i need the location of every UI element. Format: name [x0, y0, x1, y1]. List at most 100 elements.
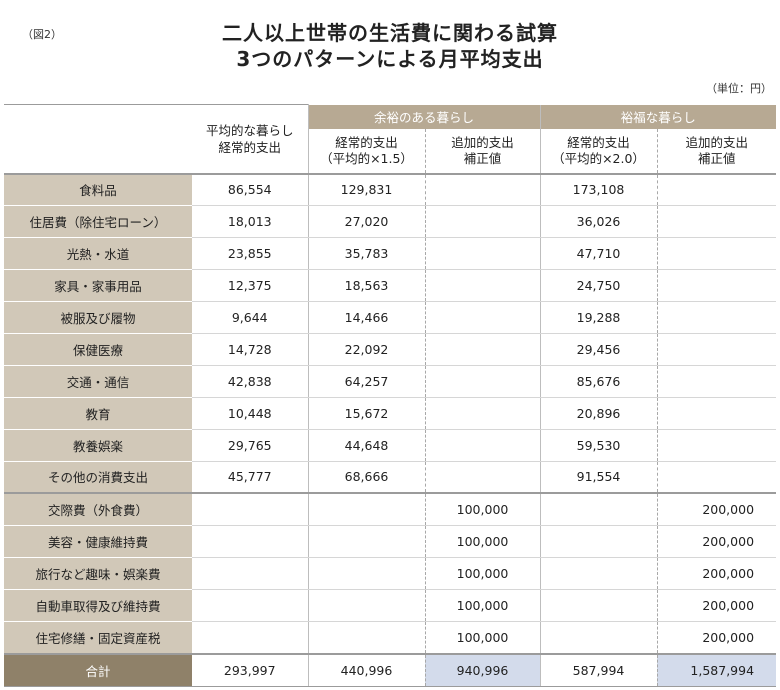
cell-k20: 36,026	[540, 205, 658, 239]
cell-avg: 10,448	[192, 397, 309, 430]
row-label: 光熱・水道	[4, 237, 192, 271]
cell-t2	[657, 397, 777, 430]
total-t2: 1,587,994	[657, 652, 777, 687]
header-tsuika-2-label: 追加的支出 補正値	[685, 134, 749, 166]
cell-avg: 9,644	[192, 301, 309, 334]
header-tsuika-1: 追加的支出 補正値	[425, 128, 541, 175]
cell-t1	[425, 173, 541, 207]
header-average-label: 平均的な暮らし 経常的支出	[205, 122, 294, 155]
cell-t2	[657, 365, 777, 398]
row-label: 美容・健康維持費	[4, 525, 192, 559]
cell-avg	[192, 621, 309, 655]
table-row: 住居費（除住宅ローン） 18,013 27,020 36,026	[4, 205, 777, 239]
cell-avg: 14,728	[192, 333, 309, 366]
cell-t2	[657, 429, 777, 462]
cell-k20: 59,530	[540, 429, 658, 462]
header-keijo-20: 経常的支出 （平均的×2.0）	[540, 128, 658, 175]
table-row: 自動車取得及び維持費 100,000 200,000	[4, 589, 777, 622]
header-keijo-15: 経常的支出 （平均的×1.5）	[308, 128, 426, 175]
cell-t2	[657, 237, 777, 271]
row-label: 旅行など趣味・娯楽費	[4, 557, 192, 591]
cell-t1	[425, 397, 541, 430]
cell-t2: 200,000	[657, 525, 777, 559]
table-row: 被服及び履物 9,644 14,466 19,288	[4, 301, 777, 334]
total-k20: 587,994	[540, 652, 658, 687]
cell-t1	[425, 461, 541, 495]
cell-t1	[425, 205, 541, 239]
cell-t2: 200,000	[657, 589, 777, 622]
cell-k15: 64,257	[308, 365, 426, 398]
cell-k20: 91,554	[540, 461, 658, 495]
table-row: 保健医療 14,728 22,092 29,456	[4, 333, 777, 366]
header-tsuika-2: 追加的支出 補正値	[657, 128, 777, 175]
total-t1: 940,996	[425, 652, 541, 687]
total-avg: 293,997	[192, 652, 309, 687]
cell-k20	[540, 557, 658, 591]
cell-k20: 47,710	[540, 237, 658, 271]
unit-note: （単位：円）	[706, 82, 772, 95]
cell-k15: 68,666	[308, 461, 426, 495]
row-label: 交通・通信	[4, 365, 192, 398]
total-label: 合計	[4, 652, 192, 687]
header-group-yufuku: 裕福な暮らし	[540, 104, 777, 129]
cell-t2: 200,000	[657, 621, 777, 655]
title-line-1: 二人以上世帯の生活費に関わる試算	[222, 21, 558, 45]
cell-k15	[308, 525, 426, 559]
cell-t1	[425, 237, 541, 271]
table-row: 教育 10,448 15,672 20,896	[4, 397, 777, 430]
cell-k20: 29,456	[540, 333, 658, 366]
header-average: 平均的な暮らし 経常的支出	[192, 104, 309, 175]
cell-k20	[540, 525, 658, 559]
cell-avg: 29,765	[192, 429, 309, 462]
cell-k15	[308, 557, 426, 591]
table-row: 住宅修繕・固定資産税 100,000 200,000	[4, 621, 777, 655]
cell-k15: 35,783	[308, 237, 426, 271]
cell-k20	[540, 621, 658, 655]
table-row: その他の消費支出 45,777 68,666 91,554	[4, 461, 777, 495]
row-label: その他の消費支出	[4, 461, 192, 495]
cell-k20: 19,288	[540, 301, 658, 334]
cell-t2	[657, 301, 777, 334]
cell-avg: 23,855	[192, 237, 309, 271]
cell-avg: 45,777	[192, 461, 309, 495]
figure-label: （図2）	[22, 28, 62, 41]
expense-table: 平均的な暮らし 経常的支出 余裕のある暮らし 裕福な暮らし 経常的支出 （平均的…	[4, 104, 777, 687]
cell-t1	[425, 301, 541, 334]
cell-k15	[308, 589, 426, 622]
header-keijo-20-label: 経常的支出 （平均的×2.0）	[552, 134, 645, 166]
cell-k15: 129,831	[308, 173, 426, 207]
cell-k20: 24,750	[540, 269, 658, 303]
row-label: 住居費（除住宅ローン）	[4, 205, 192, 239]
table-row: 交通・通信 42,838 64,257 85,676	[4, 365, 777, 398]
cell-k15: 18,563	[308, 269, 426, 303]
table-row: 旅行など趣味・娯楽費 100,000 200,000	[4, 557, 777, 591]
table-row: 教養娯楽 29,765 44,648 59,530	[4, 429, 777, 462]
row-label: 教養娯楽	[4, 429, 192, 462]
cell-t2	[657, 333, 777, 366]
cell-k15: 22,092	[308, 333, 426, 366]
table-row: 光熱・水道 23,855 35,783 47,710	[4, 237, 777, 271]
cell-avg	[192, 493, 309, 527]
table-row: 食料品 86,554 129,831 173,108	[4, 173, 777, 207]
header-blank	[4, 104, 192, 175]
cell-t1: 100,000	[425, 621, 541, 655]
cell-t1	[425, 269, 541, 303]
cell-t1: 100,000	[425, 589, 541, 622]
row-label: 自動車取得及び維持費	[4, 589, 192, 622]
row-label: 被服及び履物	[4, 301, 192, 334]
cell-k15	[308, 621, 426, 655]
cell-k15: 14,466	[308, 301, 426, 334]
cell-t1: 100,000	[425, 557, 541, 591]
cell-k15: 15,672	[308, 397, 426, 430]
cell-k20	[540, 589, 658, 622]
cell-k15: 44,648	[308, 429, 426, 462]
cell-avg: 18,013	[192, 205, 309, 239]
table-row: 美容・健康維持費 100,000 200,000	[4, 525, 777, 559]
cell-t1	[425, 365, 541, 398]
cell-t1: 100,000	[425, 525, 541, 559]
cell-t1	[425, 429, 541, 462]
row-label: 交際費（外食費）	[4, 493, 192, 527]
row-label: 家具・家事用品	[4, 269, 192, 303]
cell-k15	[308, 493, 426, 527]
cell-avg	[192, 589, 309, 622]
